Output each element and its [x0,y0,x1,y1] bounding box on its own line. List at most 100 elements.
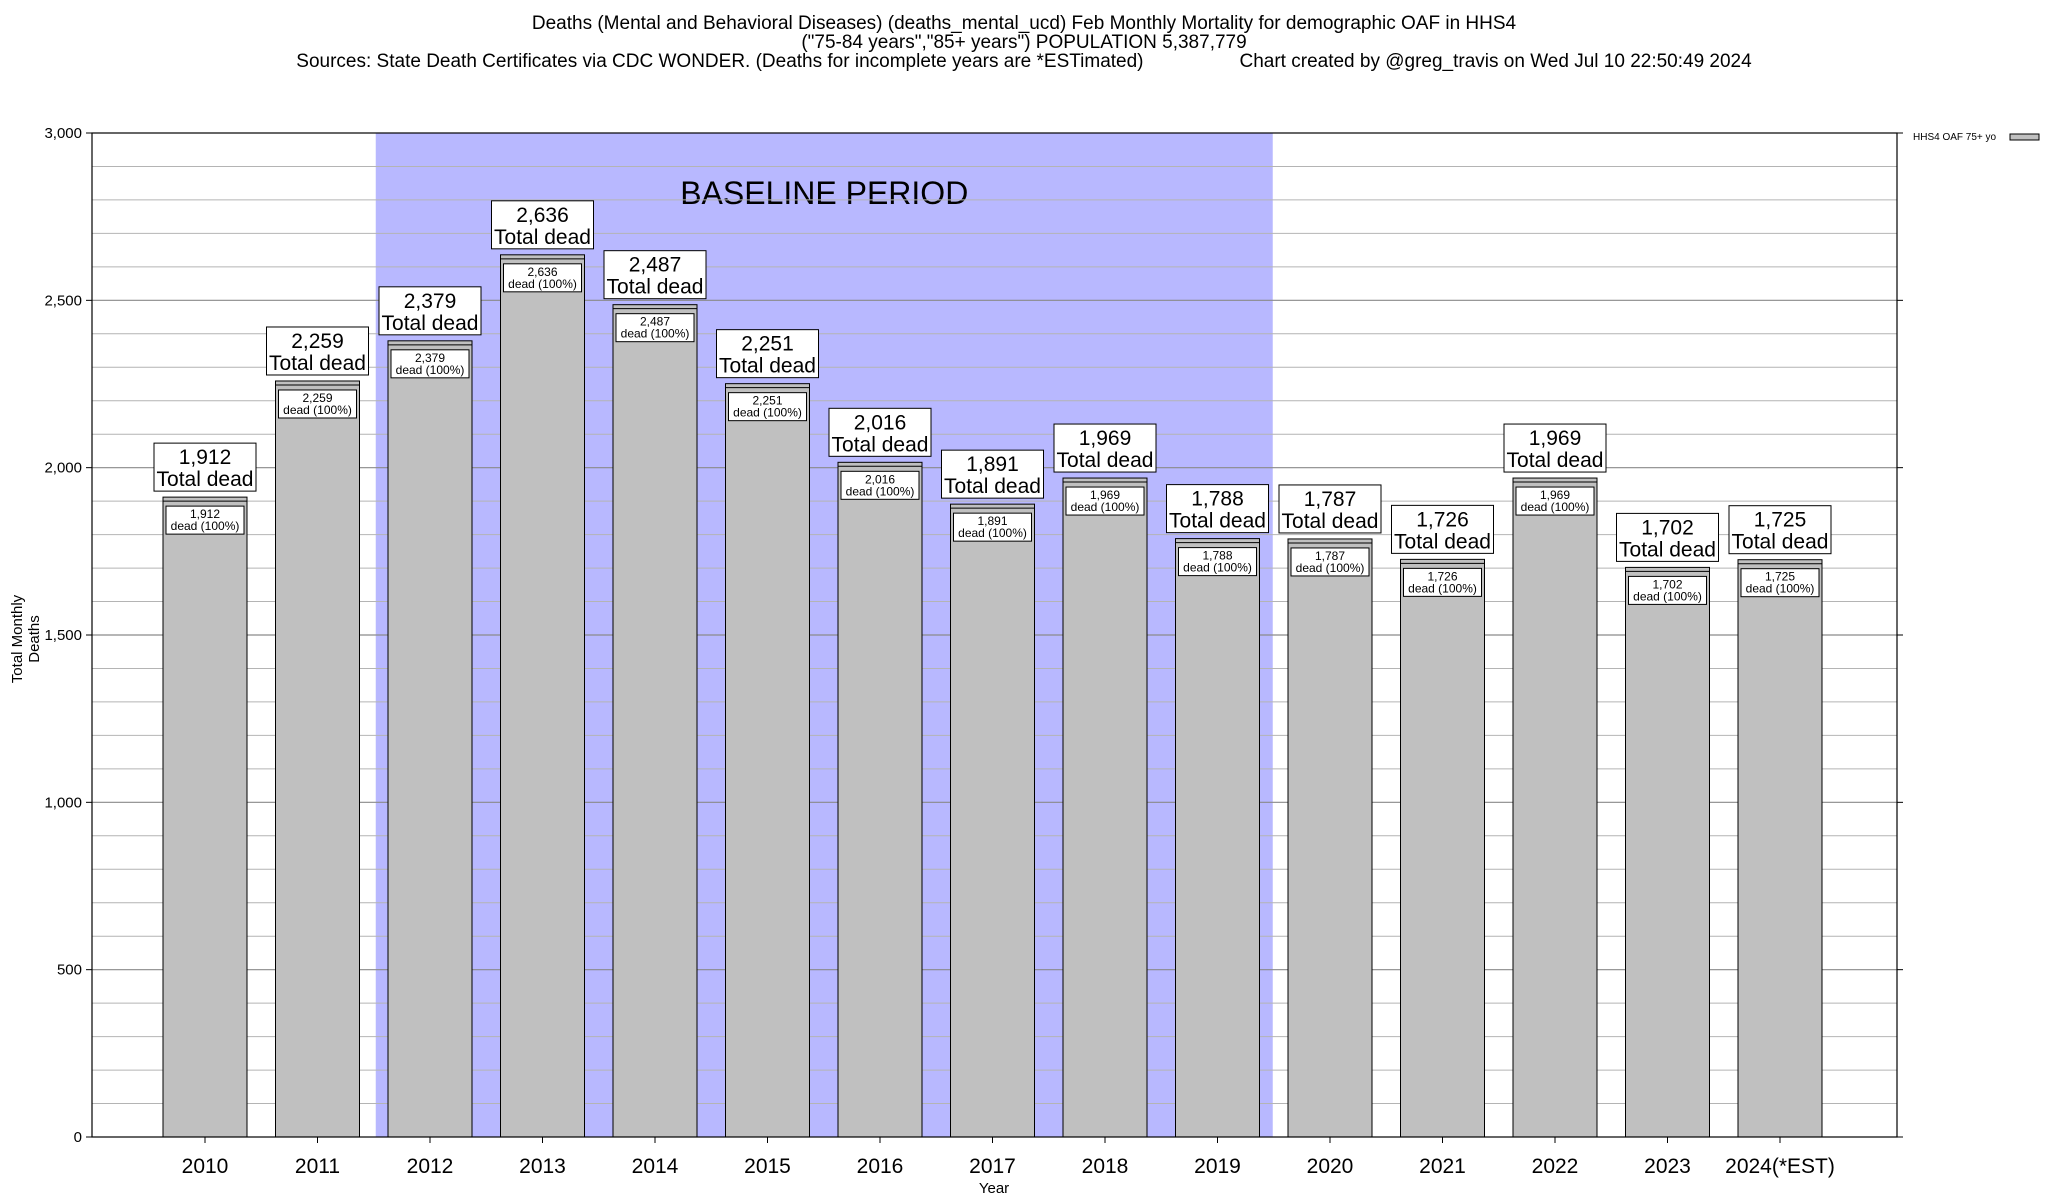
inner-label-box [1178,547,1257,577]
x-tick-label: 2010 [182,1155,229,1178]
bar [1400,558,1485,1138]
total-text-label: Total dead [1507,449,1604,472]
y-tick-label: 2,500 [44,292,82,309]
total-text-label: Total dead [1282,510,1379,533]
total-value-label: 2,636 [516,204,569,227]
total-value-label: 2,379 [404,290,457,313]
total-label-box [716,329,819,379]
bar [1737,559,1823,1138]
total-value-label: 1,725 [1754,509,1807,532]
inner-label-box [728,392,807,422]
inner-value-label: 2,016 [865,472,895,486]
bar [725,383,810,1138]
inner-label-box [1515,486,1595,516]
bar [950,503,1035,1138]
total-text-label: Total dead [1057,449,1154,472]
total-label-box [1053,423,1157,473]
inner-percent-label: dead (100%) [621,327,690,341]
inner-value-label: 1,787 [1315,549,1345,563]
total-text-label: Total dead [157,468,254,491]
total-value-label: 1,702 [1641,516,1694,539]
total-text-label: Total dead [269,352,366,375]
inner-label-box [165,505,245,535]
inner-value-label: 2,636 [527,265,557,279]
inner-label-box [1628,575,1707,605]
x-tick-label: 2018 [1082,1155,1129,1178]
bar [612,304,698,1138]
title-line-2: ("75-84 years","85+ years") POPULATION 5… [801,32,1247,53]
total-text-label: Total dead [944,475,1041,498]
inner-label-box [503,263,582,293]
inner-value-label: 1,969 [1540,488,1570,502]
inner-value-label: 1,912 [190,507,220,521]
inner-label-box [840,470,920,500]
inner-percent-label: dead (100%) [1408,581,1477,595]
bar [1625,566,1710,1138]
total-label-box [153,442,257,492]
x-tick-label: 2014 [632,1155,679,1178]
total-label-box [603,250,707,300]
inner-percent-label: dead (100%) [1183,561,1252,575]
inner-value-label: 2,487 [640,315,670,329]
bar [162,496,248,1138]
x-tick-label: 2021 [1419,1155,1466,1178]
legend-label: HHS4 OAF 75+ yo [1913,132,1997,143]
inner-label-box [278,389,357,419]
inner-value-label: 1,726 [1427,569,1457,583]
total-value-label: 1,788 [1191,488,1244,511]
bar [387,340,473,1138]
inner-percent-label: dead (100%) [283,403,352,417]
x-tick-label: 2011 [295,1155,340,1178]
legend-swatch [2009,133,2040,141]
inner-value-label: 2,379 [415,351,445,365]
x-tick-label: 2020 [1307,1155,1354,1178]
y-tick-label: 1,000 [44,794,82,811]
inner-value-label: 2,251 [752,394,782,408]
total-label-box [1728,505,1832,555]
total-value-label: 1,912 [179,446,232,469]
inner-label-box [1740,568,1820,598]
x-tick-label: 2022 [1532,1155,1579,1178]
bar [1175,538,1260,1138]
total-text-label: Total dead [607,276,704,299]
x-tick-label: 2017 [969,1155,1016,1178]
x-tick-label: 2019 [1194,1155,1241,1178]
inner-percent-label: dead (100%) [171,519,240,533]
total-text-label: Total dead [494,226,591,249]
inner-percent-label: dead (100%) [958,526,1027,540]
y-tick-label: 0 [74,1129,82,1146]
inner-label-box [1290,547,1370,577]
y-tick-label: 3,000 [44,125,82,142]
total-text-label: Total dead [1169,510,1266,533]
total-label-box [1278,484,1382,534]
bar [1287,538,1373,1138]
total-label-box [828,407,932,457]
inner-percent-label: dead (100%) [733,406,802,420]
y-tick-label: 1,500 [44,627,82,644]
total-value-label: 1,969 [1079,427,1132,450]
total-label-box [1166,484,1269,534]
bar [837,461,923,1138]
title-line-3: Sources: State Death Certificates via CD… [0,52,2048,71]
baseline-label: BASELINE PERIOD [680,175,968,211]
total-value-label: 2,259 [291,330,344,353]
sources-text: Sources: State Death Certificates via CD… [296,51,1144,72]
total-value-label: 1,787 [1304,488,1357,511]
inner-percent-label: dead (100%) [1746,582,1815,596]
inner-label-box [953,512,1032,542]
total-label-box [1503,423,1607,473]
total-label-box [378,286,482,336]
y-tick-label: 500 [57,962,82,979]
inner-label-box [1403,567,1482,597]
total-text-label: Total dead [1394,530,1491,553]
inner-percent-label: dead (100%) [1521,500,1590,514]
total-value-label: 1,891 [966,453,1019,476]
total-text-label: Total dead [1732,531,1829,554]
x-tick-label: 2024(*EST) [1725,1155,1835,1178]
total-label-box [491,200,594,250]
chart-title: Deaths (Mental and Behavioral Diseases) … [0,14,2048,71]
inner-value-label: 1,969 [1090,488,1120,502]
bar [500,254,585,1138]
inner-value-label: 1,725 [1765,570,1795,584]
